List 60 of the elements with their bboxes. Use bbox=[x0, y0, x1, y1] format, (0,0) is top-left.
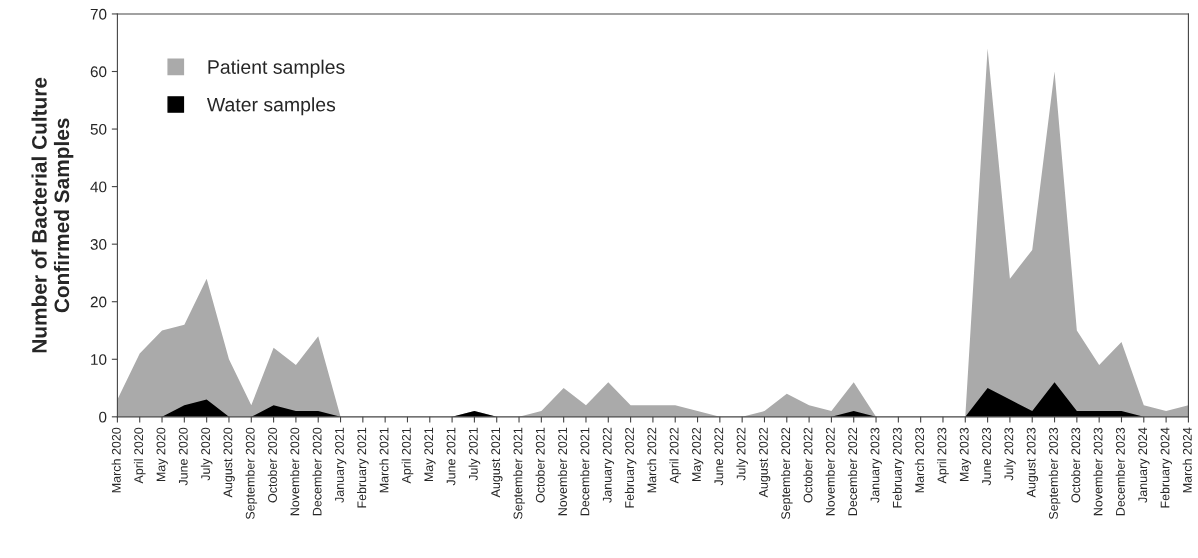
x-tick-label: July 2020 bbox=[200, 427, 213, 481]
x-tick-label: April 2022 bbox=[669, 427, 682, 484]
x-tick-label: October 2023 bbox=[1071, 427, 1081, 503]
x-tick-label: August 2023 bbox=[1026, 427, 1039, 498]
x-tick-label: November 2021 bbox=[557, 427, 568, 516]
x-tick-label: June 2021 bbox=[446, 427, 456, 486]
x-tick-label: January 2024 bbox=[1138, 427, 1150, 503]
x-tick-label: May 2020 bbox=[156, 427, 168, 482]
x-tick-label: January 2022 bbox=[602, 427, 615, 503]
x-tick-label: February 2021 bbox=[357, 427, 369, 508]
y-tick-label: 10 bbox=[91, 354, 107, 365]
x-tick-label: July 2023 bbox=[1004, 427, 1016, 481]
x-tick-label: April 2023 bbox=[937, 427, 949, 484]
x-tick-label: March 2023 bbox=[914, 427, 925, 493]
x-tick-label: August 2021 bbox=[491, 427, 503, 498]
x-tick-label: April 2020 bbox=[133, 427, 146, 484]
x-tick-label: November 2020 bbox=[290, 427, 300, 516]
x-tick-label: December 2022 bbox=[847, 427, 858, 516]
x-tick-label: April 2021 bbox=[401, 427, 414, 484]
x-tick-label: October 2021 bbox=[535, 427, 545, 503]
x-tick-label: December 2023 bbox=[1115, 427, 1125, 516]
y-tick-label: 30 bbox=[90, 239, 107, 250]
x-tick-label: October 2020 bbox=[267, 427, 277, 503]
x-tick-label: September 2020 bbox=[245, 427, 258, 520]
y-tick-label: 20 bbox=[90, 296, 107, 308]
x-tick-label: December 2021 bbox=[580, 427, 590, 516]
y-axis-title: Number of Bacterial Culture Confirmed Samples bbox=[31, 77, 74, 353]
x-tick-label: May 2022 bbox=[692, 427, 704, 482]
legend-label: Patient samples bbox=[208, 59, 345, 78]
x-tick-label: June 2023 bbox=[982, 427, 991, 486]
x-tick-label: August 2022 bbox=[758, 427, 771, 498]
y-tick-label: 50 bbox=[90, 123, 107, 135]
x-tick-label: November 2022 bbox=[825, 427, 835, 516]
x-tick-label: January 2023 bbox=[870, 427, 882, 503]
x-tick-label: March 2021 bbox=[379, 427, 389, 493]
x-tick-label: March 2024 bbox=[1182, 427, 1192, 493]
x-tick-label: September 2022 bbox=[780, 427, 793, 520]
x-tick-label: January 2021 bbox=[335, 427, 347, 503]
x-tick-label: July 2021 bbox=[468, 427, 481, 481]
x-tick-label: August 2020 bbox=[223, 427, 235, 498]
y-tick-label: 70 bbox=[90, 8, 107, 20]
x-tick-label: February 2022 bbox=[624, 427, 637, 508]
x-tick-label: September 2023 bbox=[1048, 427, 1061, 520]
x-tick-label: December 2020 bbox=[312, 427, 322, 516]
y-tick-label: 60 bbox=[90, 66, 107, 78]
x-tick-label: October 2022 bbox=[803, 427, 813, 503]
x-tick-label: November 2023 bbox=[1093, 427, 1103, 516]
y-tick-label: 40 bbox=[90, 181, 107, 193]
x-tick-label: February 2024 bbox=[1160, 427, 1172, 508]
x-tick-label: June 2020 bbox=[178, 427, 188, 486]
x-tick-label: May 2021 bbox=[424, 427, 436, 482]
legend-label: Water samples bbox=[206, 97, 336, 116]
x-tick-label: February 2023 bbox=[892, 427, 905, 508]
y-tick-label: 0 bbox=[99, 411, 107, 423]
x-tick-label: September 2021 bbox=[513, 427, 525, 520]
x-tick-label: May 2023 bbox=[959, 427, 972, 482]
x-tick-label: March 2022 bbox=[647, 427, 657, 493]
x-tick-label: July 2022 bbox=[736, 427, 748, 481]
x-tick-label: June 2022 bbox=[714, 427, 724, 486]
x-tick-label: March 2020 bbox=[111, 427, 121, 493]
